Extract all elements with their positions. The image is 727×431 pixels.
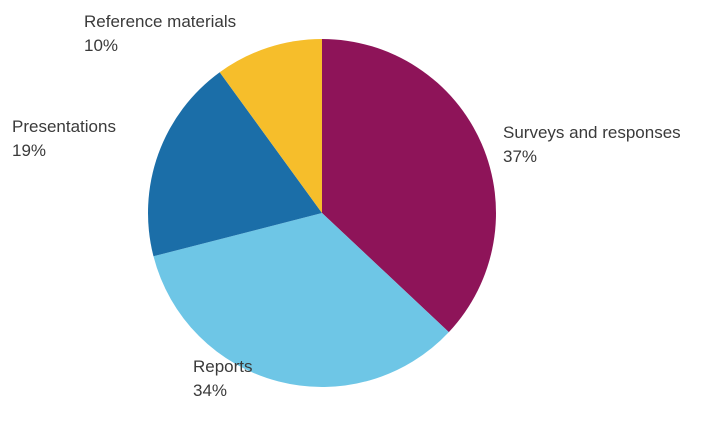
slice-label-surveys-and-responses: Surveys and responses: [503, 123, 681, 142]
pie-slice-reports: [153, 213, 449, 387]
pie-slice-surveys-and-responses: [322, 39, 496, 333]
pie-slice-reference-materials: [219, 39, 322, 213]
slice-value-presentations: 19%: [12, 141, 46, 160]
slice-value-reports: 34%: [193, 381, 227, 400]
pie-slice-presentations: [148, 72, 322, 257]
slice-labels: Surveys and responses 37% Reports 34% Presen…: [12, 12, 681, 400]
pie-slices: [148, 39, 496, 387]
slice-label-presentations: Presentations: [12, 117, 116, 136]
slice-value-reference-materials: 10%: [84, 36, 118, 55]
slice-label-reference-materials: Reference materials: [84, 12, 236, 31]
slice-value-surveys-and-responses: 37%: [503, 147, 537, 166]
slice-label-reports: Reports: [193, 357, 253, 376]
